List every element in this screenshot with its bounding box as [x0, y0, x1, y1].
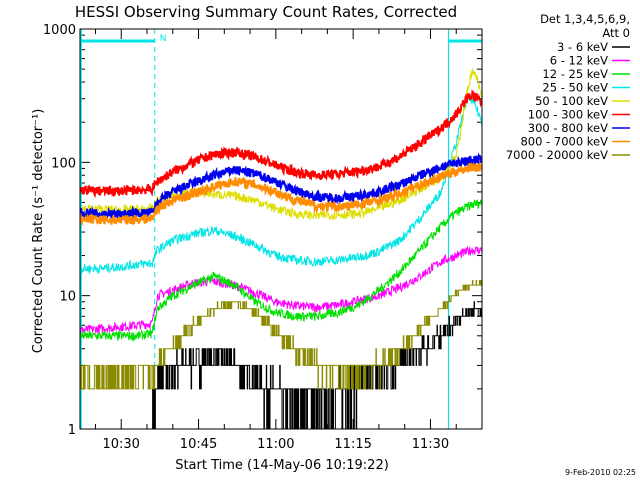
y-tick-label: 1: [68, 423, 76, 438]
legend-entry-label: 50 - 100 keV: [535, 94, 608, 108]
series-line-4: [80, 68, 482, 221]
y-tick-label: 1000: [43, 23, 76, 38]
legend-entry-label: 100 - 300 keV: [528, 108, 608, 122]
axes-layer: 1 10 100 1000 10:30 10:45 11:00 11:15 11:30: [43, 23, 483, 452]
x-tick-label: 10:30: [102, 437, 139, 452]
y-axis-label: Corrected Count Rate (s⁻¹ detector⁻¹): [31, 109, 46, 354]
legend-header-line-1: Det 1,3,4,5,6,9,: [540, 12, 630, 26]
legend-entry-label: 6 - 12 keV: [550, 54, 608, 68]
plot-frame: [79, 28, 483, 430]
legend-entry-label: 7000 - 20000 keV: [506, 148, 608, 162]
x-tick-label: 11:15: [334, 437, 371, 452]
legend-entry-label: 12 - 25 keV: [542, 67, 608, 81]
x-tick-label: 11:30: [412, 437, 449, 452]
legend-entry-label: 800 - 7000 keV: [520, 135, 608, 149]
legend-entry-label: 3 - 6 keV: [557, 40, 608, 54]
legend-entry-label: 25 - 50 keV: [542, 81, 608, 95]
series-line-5: [80, 89, 482, 199]
series-line-6: [80, 152, 482, 220]
frame-layer: [79, 28, 483, 430]
footer-timestamp: 9-Feb-2010 02:25: [565, 468, 636, 477]
flag-layer: N: [80, 29, 482, 429]
series-layer: [80, 68, 482, 429]
y-tick-label: 10: [59, 290, 76, 305]
x-tick-label: 10:45: [180, 437, 217, 452]
series-line-2: [80, 198, 482, 342]
series-line-7: [80, 161, 482, 227]
legend-header-line-2: Att 0: [602, 26, 630, 40]
x-axis-label: Start Time (14-May-06 10:19:22): [175, 458, 389, 473]
flag-bar-label: N: [160, 34, 167, 44]
y-tick-label: 100: [51, 156, 76, 171]
series-line-1: [80, 245, 482, 334]
legend-entry-label: 300 - 800 keV: [528, 121, 608, 135]
chart-title: HESSI Observing Summary Count Rates, Cor…: [75, 3, 457, 21]
x-tick-label: 11:00: [257, 437, 294, 452]
series-line-0: [152, 301, 482, 429]
series-line-8: [80, 280, 482, 390]
series-line-3: [80, 94, 482, 275]
